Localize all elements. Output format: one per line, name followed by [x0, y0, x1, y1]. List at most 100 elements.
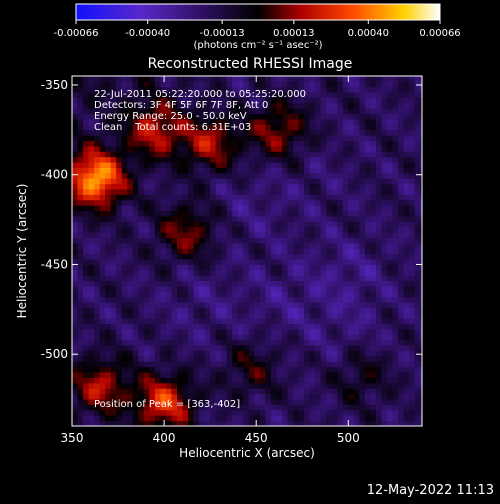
heatmap-cell	[320, 156, 327, 163]
heatmap-cell	[315, 264, 322, 271]
heatmap-cell	[72, 205, 78, 212]
heatmap-cell	[248, 259, 255, 265]
heatmap-cell	[188, 409, 194, 416]
heatmap-cell	[315, 345, 322, 352]
heatmap-cell	[221, 124, 228, 131]
heatmap-cell	[331, 350, 338, 357]
heatmap-cell	[353, 172, 360, 179]
heatmap-cell	[121, 388, 128, 395]
heatmap-cell	[392, 210, 399, 217]
heatmap-cell	[392, 318, 399, 325]
heatmap-cell	[177, 162, 183, 168]
heatmap-cell	[381, 361, 388, 368]
heatmap-cell	[254, 366, 261, 373]
heatmap-cell	[342, 312, 349, 319]
heatmap-cell	[293, 399, 299, 405]
heatmap-cell	[188, 269, 194, 276]
heatmap-cell	[248, 302, 255, 308]
heatmap-cell	[210, 350, 217, 357]
heatmap-cell	[375, 415, 382, 422]
heatmap-cell	[149, 92, 156, 98]
heatmap-cell	[331, 339, 338, 346]
heatmap-cell	[398, 124, 404, 131]
heatmap-cell	[364, 377, 371, 384]
heatmap-cell	[348, 269, 355, 276]
heatmap-cell	[83, 162, 89, 168]
heatmap-cell	[337, 420, 344, 426]
heatmap-cell	[337, 415, 344, 422]
heatmap-cell	[221, 356, 228, 362]
heatmap-cell	[182, 210, 189, 217]
heatmap-cell	[293, 339, 299, 346]
heatmap-cell	[99, 350, 106, 357]
heatmap-cell	[143, 302, 150, 308]
heatmap-cell	[270, 302, 277, 308]
heatmap-cell	[359, 296, 366, 303]
heatmap-cell	[353, 366, 360, 373]
heatmap-cell	[348, 146, 355, 152]
heatmap-cell	[105, 269, 112, 276]
heatmap-cell	[105, 275, 112, 282]
heatmap-cell	[204, 350, 211, 357]
heatmap-cell	[171, 280, 178, 287]
heatmap-cell	[320, 172, 327, 179]
heatmap-cell	[315, 146, 322, 152]
heatmap-cell	[83, 237, 89, 244]
heatmap-cell	[265, 221, 272, 228]
heatmap-cell	[83, 151, 89, 158]
heatmap-cell	[420, 205, 422, 212]
heatmap-cell	[359, 119, 366, 125]
heatmap-cell	[414, 124, 421, 131]
heatmap-cell	[127, 350, 134, 357]
heatmap-cell	[99, 356, 106, 362]
heatmap-cell	[409, 205, 416, 212]
heatmap-cell	[77, 339, 84, 346]
heatmap-cell	[259, 329, 266, 335]
heatmap-cell	[304, 172, 311, 179]
heatmap-cell	[127, 361, 134, 368]
heatmap-cell	[72, 259, 78, 265]
heatmap-cell	[282, 167, 288, 174]
heatmap-cell	[193, 312, 200, 319]
heatmap-cell	[414, 345, 421, 352]
heatmap-cell	[99, 269, 106, 276]
heatmap-cell	[237, 393, 244, 400]
heatmap-cell	[293, 415, 299, 422]
heatmap-cell	[88, 415, 95, 422]
heatmap-cell	[232, 92, 239, 98]
heatmap-cell	[138, 388, 145, 395]
heatmap-cell	[132, 334, 139, 341]
heatmap-cell	[414, 81, 421, 88]
heatmap-cell	[143, 108, 150, 115]
heatmap-cell	[237, 151, 244, 158]
heatmap-cell	[127, 296, 134, 303]
heatmap-cell	[94, 124, 101, 131]
heatmap-cell	[248, 334, 255, 341]
heatmap-cell	[160, 334, 167, 341]
heatmap-cell	[265, 119, 272, 125]
heatmap-cell	[160, 129, 167, 136]
heatmap-cell	[320, 323, 327, 330]
heatmap-cell	[414, 97, 421, 104]
heatmap-cell	[149, 420, 156, 426]
heatmap-cell	[132, 162, 139, 168]
heatmap-cell	[315, 259, 322, 265]
heatmap-cell	[138, 232, 145, 238]
heatmap-cell	[398, 129, 404, 136]
heatmap-cell	[88, 194, 95, 201]
heatmap-cell	[254, 199, 261, 206]
heatmap-cell	[287, 280, 294, 287]
heatmap-cell	[132, 86, 139, 93]
heatmap-cell	[298, 409, 305, 416]
heatmap-cell	[414, 194, 421, 201]
heatmap-cell	[331, 356, 338, 362]
heatmap-cell	[270, 97, 277, 104]
heatmap-cell	[226, 119, 233, 125]
heatmap-cell	[254, 269, 261, 276]
heatmap-cell	[116, 102, 123, 109]
heatmap-cell	[177, 194, 183, 201]
heatmap-cell	[342, 291, 349, 298]
heatmap-cell	[243, 345, 250, 352]
heatmap-cell	[359, 237, 366, 244]
heatmap-cell	[121, 162, 128, 168]
